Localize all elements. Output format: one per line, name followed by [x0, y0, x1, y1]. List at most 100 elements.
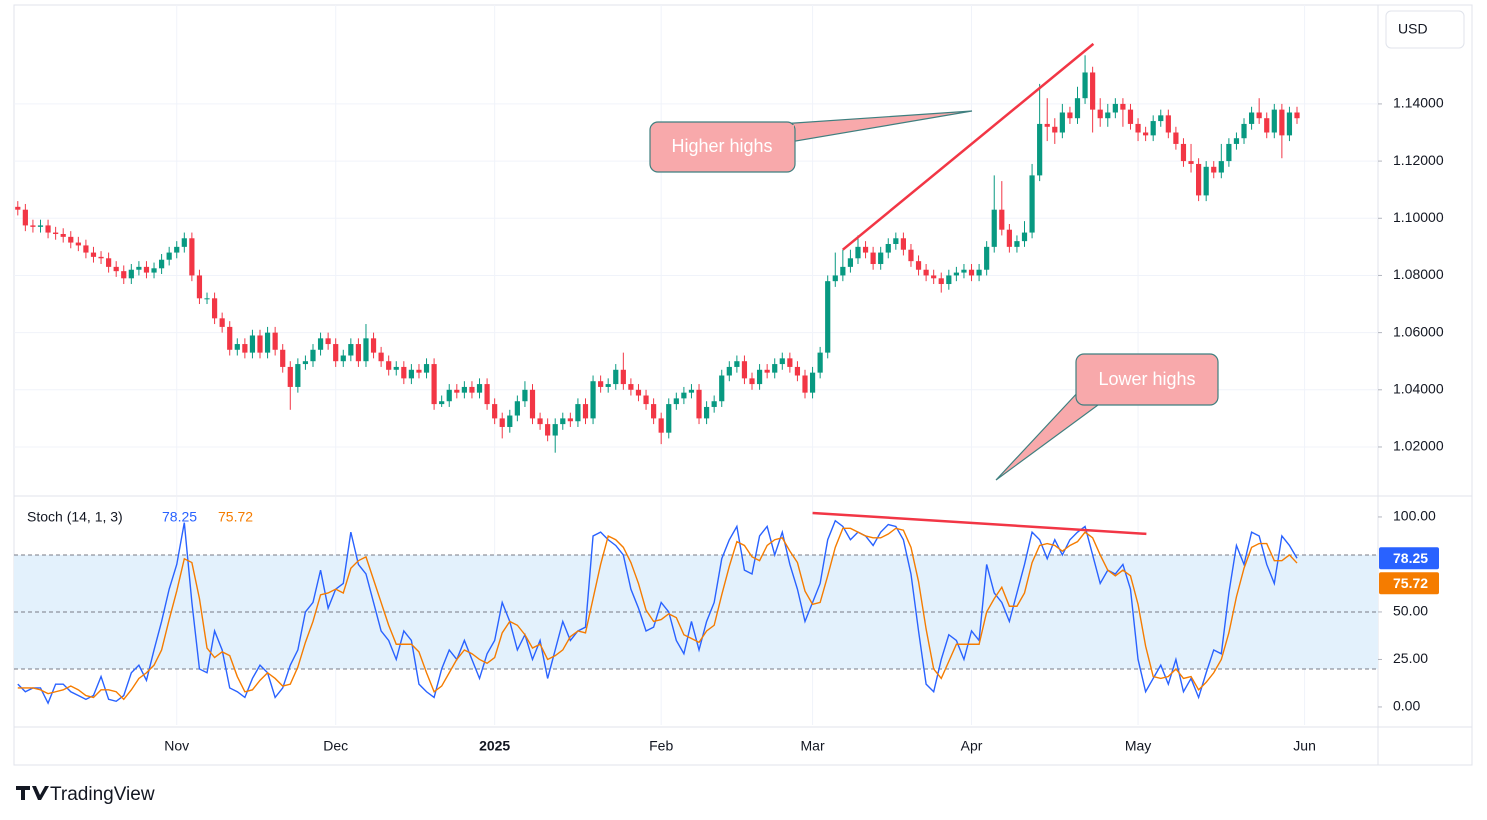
candle-body	[310, 349, 316, 362]
candle-body	[98, 256, 104, 259]
candle-body	[1271, 109, 1277, 133]
candle-body	[37, 225, 44, 227]
candle-body	[825, 281, 831, 353]
candle-body	[53, 232, 59, 234]
candle-body	[696, 389, 702, 419]
candle-body	[431, 364, 437, 405]
candle-body	[1105, 112, 1111, 119]
candle-body	[688, 389, 695, 393]
candle-body	[840, 266, 846, 276]
candle-body	[446, 389, 452, 402]
candle-body	[1226, 143, 1232, 162]
candle-body	[174, 246, 180, 253]
candle-body	[340, 355, 346, 362]
candle-body	[1067, 112, 1073, 119]
callout-text: Lower highs	[1098, 369, 1195, 389]
candle-body	[1188, 161, 1194, 164]
candle-body	[1120, 103, 1126, 110]
callout-higher-highs: Higher highs	[649, 110, 973, 173]
candle-body	[499, 418, 505, 427]
candle-body	[211, 298, 218, 319]
candle-body	[1074, 98, 1081, 119]
candle-body	[280, 349, 286, 367]
candle-body	[348, 344, 354, 356]
callout-lower-highs: Lower highs	[995, 353, 1219, 481]
candle-body	[1150, 121, 1156, 136]
candle-body	[1264, 118, 1270, 133]
candle-body	[817, 352, 823, 373]
x-tick-label: May	[1125, 738, 1151, 754]
candle-body	[787, 358, 793, 367]
candle-body	[1233, 138, 1240, 144]
candle-body	[946, 275, 952, 285]
candle-body	[181, 238, 187, 247]
candle-body	[734, 361, 740, 367]
candle-body	[552, 424, 558, 436]
trend-line	[812, 511, 1147, 536]
candle-body	[900, 238, 907, 250]
candle-body	[567, 418, 573, 422]
x-tick-label: 2025	[479, 738, 510, 754]
candle-body	[726, 366, 732, 376]
y-tick-label: 1.10000	[1393, 209, 1444, 225]
candle-body	[1173, 132, 1179, 144]
candle-body	[885, 243, 891, 253]
candle-body	[666, 404, 672, 433]
candle-body	[1135, 123, 1141, 133]
candle-body	[545, 424, 551, 436]
legend-d-value: 75.72	[218, 509, 253, 525]
candle-body	[560, 418, 566, 425]
candle-body	[287, 366, 293, 387]
candle-body	[439, 401, 445, 405]
candle-body	[613, 369, 619, 385]
currency-button[interactable]	[1385, 10, 1465, 49]
candle-body	[469, 386, 475, 393]
candle-body	[522, 389, 528, 402]
candle-body	[514, 401, 520, 416]
candle-body	[363, 338, 369, 362]
candle-body	[719, 375, 725, 402]
last-value-label: 75.72	[1393, 575, 1428, 591]
candle-body	[1218, 161, 1224, 173]
candle-body	[764, 369, 770, 373]
y-tick-label: 1.14000	[1393, 95, 1444, 111]
candle-body	[461, 386, 467, 393]
candle-body	[242, 344, 248, 353]
candle-body	[1021, 232, 1028, 242]
last-value-label: 78.25	[1393, 550, 1428, 566]
candle-body	[991, 209, 997, 247]
candle-body	[575, 404, 581, 422]
candle-body	[1112, 103, 1118, 113]
candle-body	[1037, 123, 1043, 176]
candle-body	[749, 378, 755, 385]
candle-body	[204, 298, 210, 300]
candle-body	[1097, 109, 1103, 119]
indicator-title: Stoch (14, 1, 3)	[27, 509, 123, 525]
candle-body	[476, 384, 483, 393]
candle-body	[492, 404, 498, 419]
candle-body	[832, 275, 838, 282]
y-tick-label: 1.06000	[1393, 323, 1444, 339]
candle-body	[325, 338, 331, 345]
y-tick-label: 0.00	[1393, 698, 1420, 714]
candle-body	[1165, 115, 1171, 133]
candle-body	[976, 269, 982, 276]
candle-body	[401, 366, 407, 379]
candle-body	[370, 338, 377, 353]
candle-body	[537, 418, 543, 425]
candle-body	[635, 389, 642, 396]
candle-body	[128, 269, 134, 279]
stoch-line	[17, 519, 1298, 705]
x-tick-label: Jun	[1293, 738, 1316, 754]
x-tick-label: Mar	[801, 738, 825, 754]
candle-body	[113, 266, 119, 272]
candle-body	[643, 395, 649, 405]
y-tick-label: 100.00	[1393, 508, 1436, 524]
stoch-line	[17, 527, 1298, 701]
candle-body	[1203, 166, 1209, 196]
candle-body	[590, 381, 596, 419]
candle-body	[931, 275, 937, 279]
candle-body	[1143, 132, 1149, 136]
callout-joint	[780, 125, 794, 141]
candle-body	[45, 225, 51, 233]
